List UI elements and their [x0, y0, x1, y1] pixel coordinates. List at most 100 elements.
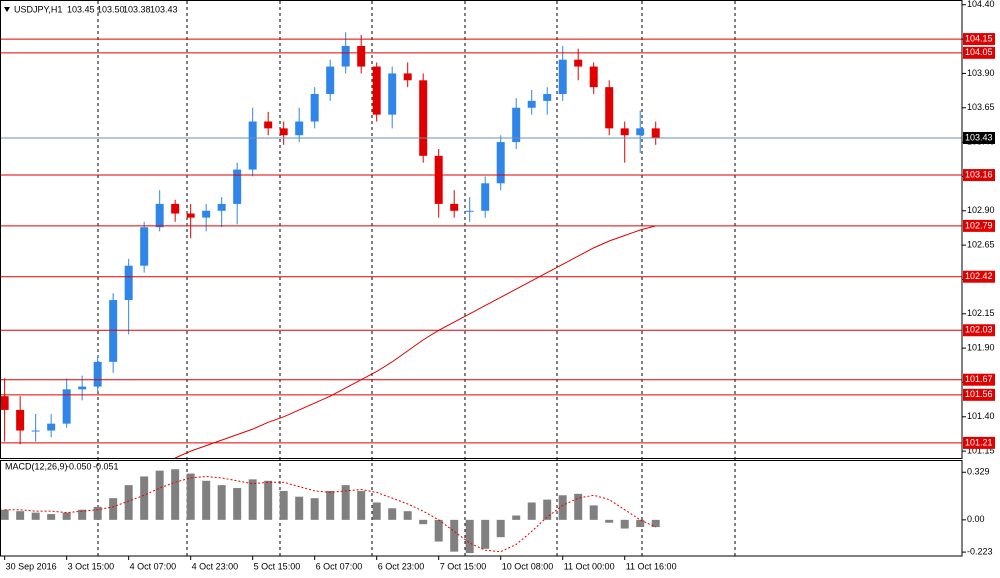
macd-bar	[171, 469, 180, 520]
candle-body	[357, 45, 366, 67]
macd-bar	[574, 493, 583, 520]
candle-body	[310, 94, 319, 122]
macd-bar	[419, 519, 428, 525]
candle-body	[78, 386, 87, 390]
macd-bar	[295, 496, 304, 520]
macd-bar	[357, 490, 366, 520]
level-label-box	[963, 270, 995, 283]
macd-bar	[372, 502, 381, 520]
candle-body	[264, 121, 273, 129]
y-tick-label: 0.329	[967, 467, 990, 477]
quote-close: 103.43	[150, 4, 178, 14]
macd-bar	[434, 519, 443, 542]
macd-bar	[124, 485, 133, 520]
macd-bar	[403, 511, 412, 520]
macd-bar	[651, 519, 660, 528]
x-tick-label: 4 Oct 07:00	[130, 561, 177, 571]
macd-bar	[31, 512, 40, 520]
x-tick-label: 11 Oct 16:00	[626, 561, 677, 571]
candle-body	[109, 300, 118, 362]
level-label: 102.79	[965, 220, 993, 230]
menu-triangle	[4, 7, 10, 12]
price-panel	[0, 32, 962, 458]
macd-bar	[78, 509, 87, 520]
candle-body	[605, 87, 614, 129]
candle-body	[233, 169, 242, 204]
macd-bar	[47, 514, 56, 520]
quote-open: 103.45	[67, 4, 95, 14]
macd-bar	[527, 502, 536, 520]
macd-bar	[558, 495, 567, 520]
macd-bar	[512, 515, 521, 520]
candle-body	[16, 409, 25, 431]
level-label-box	[963, 436, 995, 449]
candle-body	[481, 183, 490, 211]
level-label-box	[963, 373, 995, 386]
macd-panel	[0, 469, 660, 554]
level-label: 102.42	[965, 271, 993, 281]
level-label: 104.05	[965, 47, 993, 57]
macd-bar	[481, 519, 490, 549]
y-tick-label: 102.90	[967, 205, 995, 215]
level-label-box	[963, 46, 995, 59]
macd-bar	[217, 485, 226, 520]
macd-bar	[589, 505, 598, 520]
candle-body	[0, 396, 9, 410]
macd-title: MACD(12,26,9)	[5, 461, 68, 471]
symbol-title: USDJPY,H1	[14, 4, 62, 14]
level-label: 101.67	[965, 374, 993, 384]
candle-body	[589, 66, 598, 88]
candle-body	[496, 142, 505, 184]
candle-body	[171, 203, 180, 214]
macd-bar	[186, 473, 195, 520]
macd-bar	[0, 509, 9, 520]
macd-bar	[62, 512, 71, 520]
candle-body	[388, 73, 397, 115]
candle-body	[465, 210, 474, 212]
candle-body	[450, 203, 459, 211]
level-label: 104.15	[965, 33, 993, 43]
macd-bar	[341, 485, 350, 520]
candle-body	[341, 45, 350, 67]
y-tick-label: 102.65	[967, 239, 995, 249]
candle-body	[512, 107, 521, 143]
level-label: 103.16	[965, 169, 993, 179]
y-tick-label: -0.223	[967, 546, 993, 556]
candle-body	[62, 389, 71, 424]
x-tick-label: 4 Oct 23:00	[192, 561, 239, 571]
macd-bar	[155, 470, 164, 520]
macd-bar	[543, 499, 552, 520]
candle-body	[248, 121, 257, 170]
macd-value: -0.050	[66, 461, 92, 471]
y-tick-label: 101.40	[967, 411, 995, 421]
level-label-box	[963, 33, 995, 46]
x-tick-label: 11 Oct 00:00	[564, 561, 615, 571]
macd-bar	[496, 519, 505, 538]
last-price-label: 103.43	[965, 132, 993, 142]
candle-body	[574, 59, 583, 67]
macd-frame	[0, 460, 963, 557]
macd-bar	[202, 480, 211, 520]
signal-line	[4, 475, 656, 553]
candle-body	[217, 203, 226, 211]
candle-body	[295, 121, 304, 136]
macd-bar	[636, 519, 645, 528]
moving-average	[174, 225, 656, 458]
candle-body	[543, 94, 552, 101]
x-tick-label: 6 Oct 23:00	[378, 561, 425, 571]
level-label-box	[963, 169, 995, 182]
level-label: 101.56	[965, 389, 993, 399]
y-tick-label: 101.15	[967, 446, 995, 456]
candle-body	[155, 203, 164, 228]
level-label: 102.03	[965, 325, 993, 335]
macd-bar	[109, 498, 118, 520]
candle-body	[202, 210, 211, 218]
candle-body	[403, 73, 412, 81]
candle-body	[31, 430, 40, 432]
macd-bar	[310, 498, 319, 520]
macd-bar	[326, 490, 335, 520]
candle-body	[527, 100, 536, 108]
candle-body	[186, 213, 195, 218]
candle-body	[279, 128, 288, 136]
